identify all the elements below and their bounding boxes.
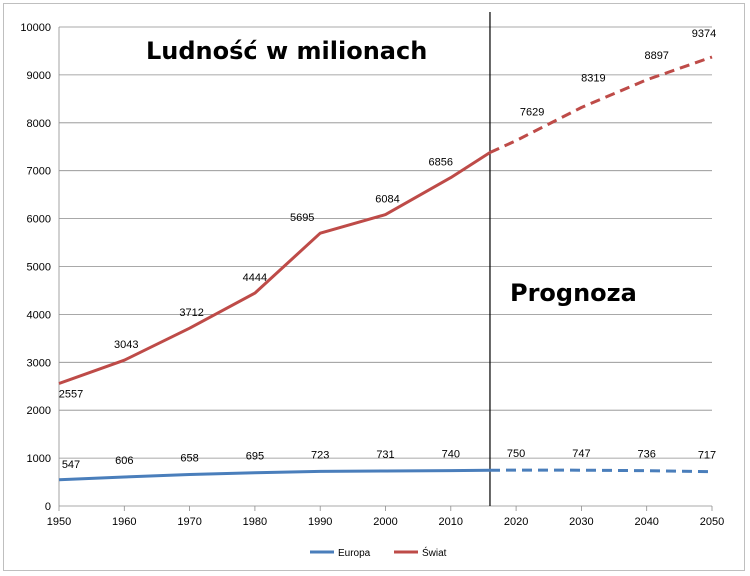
data-label-wiat-2040: 8897 [644,50,668,62]
series-line-wiat-historical [58,151,491,385]
data-label-wiat-2020: 7629 [520,107,544,119]
series-lines [58,55,713,482]
y-tick-label-0: 0 [45,501,51,513]
y-tick-label-1000: 1000 [27,453,51,465]
data-label-wiat-1990: 5695 [290,212,314,224]
x-tick-label-2040: 2040 [634,516,658,528]
legend: Europa Świat [310,546,447,559]
population-chart: 0 1000 2000 3000 4000 5000 6000 7000 8000 9000 100… [20,12,724,559]
y-tick-label-3000: 3000 [27,357,51,369]
data-label-europa-2030: 747 [572,448,590,460]
y-tick-label-6000: 6000 [27,214,51,226]
chart-title: Ludność w milionach [146,37,427,65]
data-label-europa-2010: 740 [442,449,460,461]
data-label-wiat-1950: 2557 [59,389,83,401]
y-tick-label-8000: 8000 [27,118,51,130]
data-label-europa-1960: 606 [115,455,133,467]
series-line-wiat-forecast [489,55,713,154]
data-label-europa-1970: 658 [180,452,198,464]
legend-label-europa: Europa [338,548,371,559]
x-tick-label-1960: 1960 [112,516,136,528]
data-label-europa-1980: 695 [246,451,264,463]
x-tick-label-2030: 2030 [569,516,593,528]
x-tick-label-1970: 1970 [177,516,201,528]
y-tick-label-7000: 7000 [27,166,51,178]
x-tick-label-1950: 1950 [47,516,71,528]
x-tick-label-2020: 2020 [504,516,528,528]
data-labels: 547 606 658 695 723 731 740 750 747 736 717 2557 304… [59,28,716,471]
data-label-europa-2020: 750 [507,448,525,460]
data-label-europa-1990: 723 [311,449,329,461]
data-label-europa-2040: 736 [638,449,656,461]
y-tick-label-9000: 9000 [27,70,51,82]
data-label-wiat-2000: 6084 [375,194,399,206]
chart-frame: 0 1000 2000 3000 4000 5000 6000 7000 8000 9000 100… [3,3,745,571]
y-tick-label-4000: 4000 [27,309,51,321]
legend-label-wiat: Świat [422,546,447,559]
y-tick-label-10000: 10000 [20,22,51,34]
data-label-wiat-1970: 3712 [179,307,203,319]
y-tick-label-2000: 2000 [27,405,51,417]
data-label-wiat-2030: 8319 [581,73,605,85]
x-tick-label-2010: 2010 [439,516,463,528]
data-label-wiat-2050: 9374 [692,28,716,40]
data-label-wiat-1960: 3043 [114,339,138,351]
gridlines [59,26,712,459]
data-label-europa-2050: 717 [698,450,716,462]
data-label-wiat-2010: 6856 [429,157,453,169]
series-line-europa-historical [58,468,491,482]
series-line-europa-forecast [489,468,713,474]
axes: 0 1000 2000 3000 4000 5000 6000 7000 8000 9000 100… [20,12,724,528]
forecast-annotation: Prognoza [510,279,637,307]
y-tick-label-5000: 5000 [27,262,51,274]
data-label-europa-2000: 731 [376,449,394,461]
x-tick-label-2000: 2000 [373,516,397,528]
data-label-wiat-1980: 4444 [243,272,267,284]
x-tick-label-1990: 1990 [308,516,332,528]
x-tick-label-1980: 1980 [243,516,267,528]
data-label-europa-1950: 547 [62,459,80,471]
x-tick-label-2050: 2050 [700,516,724,528]
